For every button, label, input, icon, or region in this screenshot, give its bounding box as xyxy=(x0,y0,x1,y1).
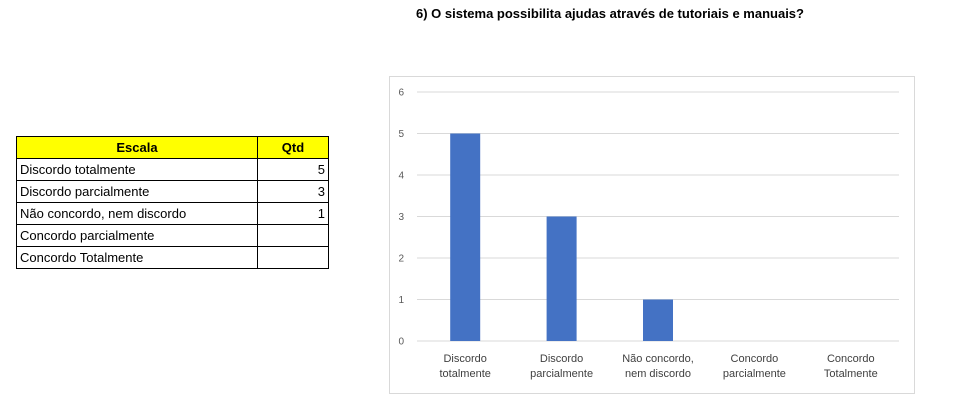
row-label: Concordo Totalmente xyxy=(16,246,258,269)
table-row: Não concordo, nem discordo 1 xyxy=(16,202,329,225)
y-tick-label: 2 xyxy=(398,254,404,265)
header-qtd: Qtd xyxy=(257,136,329,159)
bar-chart: 0 1 2 3 4 5 6 Discordo totalmente Discordo parcial… xyxy=(389,76,915,394)
row-label: Discordo totalmente xyxy=(16,158,258,181)
bar xyxy=(643,299,673,341)
row-qtd xyxy=(257,246,329,269)
row-qtd: 3 xyxy=(257,180,329,203)
x-tick-label: Não concordo, nem discordo xyxy=(622,353,694,380)
page-title: 6) O sistema possibilita ajudas através … xyxy=(416,6,804,21)
table-row: Discordo totalmente 5 xyxy=(16,158,329,181)
x-tick-label: Discordo parcialmente xyxy=(530,353,593,380)
x-tick-label: Discordo totalmente xyxy=(440,353,491,380)
y-tick-label: 1 xyxy=(398,295,404,306)
row-qtd xyxy=(257,224,329,247)
row-qtd: 1 xyxy=(257,202,329,225)
row-qtd: 5 xyxy=(257,158,329,181)
y-tick-label: 4 xyxy=(398,171,404,182)
bar xyxy=(546,216,577,341)
row-label: Não concordo, nem discordo xyxy=(16,202,258,225)
y-tick-label: 0 xyxy=(398,337,404,348)
table-row: Concordo Totalmente xyxy=(16,246,329,269)
row-label: Concordo parcialmente xyxy=(16,224,258,247)
y-tick-label: 3 xyxy=(398,212,404,223)
chart-svg: 0 1 2 3 4 5 6 Discordo totalmente Discordo parcial… xyxy=(398,88,899,380)
y-tick-label: 5 xyxy=(398,129,404,140)
y-tick-label: 6 xyxy=(398,88,404,99)
table-header-row: Escala Qtd xyxy=(16,136,329,159)
x-tick-label: Concordo Totalmente xyxy=(824,353,878,380)
table-row: Concordo parcialmente xyxy=(16,224,329,247)
table-row: Discordo parcialmente 3 xyxy=(16,180,329,203)
header-escala: Escala xyxy=(16,136,258,159)
bar xyxy=(450,133,481,341)
x-tick-label: Concordo parcialmente xyxy=(723,353,786,380)
scale-table: Escala Qtd Discordo totalmente 5 Discord… xyxy=(16,136,329,269)
row-label: Discordo parcialmente xyxy=(16,180,258,203)
